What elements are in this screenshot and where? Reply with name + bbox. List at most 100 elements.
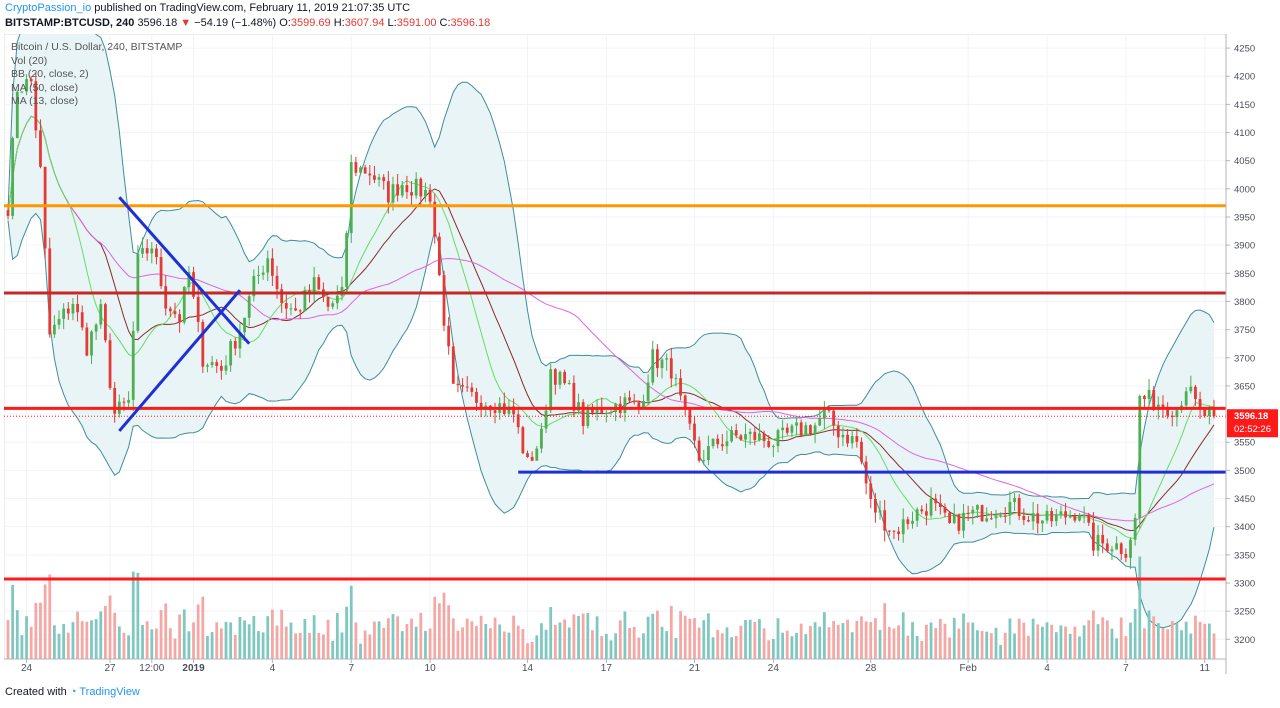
candle-body	[66, 308, 70, 314]
volume-bar	[971, 622, 975, 659]
price-axis[interactable]: 3200325033003350340034503500355036003650…	[1225, 34, 1255, 674]
price-tick-label: 4200	[1234, 72, 1255, 83]
candle-body	[581, 402, 585, 427]
author-link[interactable]: CryptoPassion_io	[5, 2, 92, 14]
volume-bar	[609, 640, 613, 659]
candle-body	[1078, 515, 1081, 521]
price-chart[interactable]: 3200325033003350340034503500355036003650…	[3, 0, 1280, 674]
volume-bar	[382, 627, 386, 659]
volume-bar	[1017, 618, 1021, 659]
candle-body	[604, 412, 608, 414]
candle-body	[131, 330, 135, 400]
horizontal-levels[interactable]	[4, 204, 1226, 581]
volume-bar	[892, 628, 896, 659]
candle-body	[655, 349, 659, 369]
volume-bar	[604, 633, 608, 659]
volume-bar	[618, 620, 622, 659]
close-label: C:	[439, 17, 451, 29]
price-tick-label: 3200	[1234, 635, 1255, 646]
volume-bar	[252, 616, 256, 659]
candle-body	[1040, 520, 1044, 524]
chart-area[interactable]: 3200325033003350340034503500355036003650…	[3, 0, 1280, 674]
candle-body	[813, 425, 817, 435]
volume-bar	[1180, 630, 1183, 659]
price-tick-label: 3450	[1234, 494, 1255, 505]
candle-body	[688, 409, 692, 424]
volume-bar	[354, 622, 358, 659]
volume-bar	[266, 616, 270, 659]
volume-bar	[1008, 618, 1012, 659]
volume-bar	[711, 637, 715, 659]
time-axis[interactable]: 24 27 12:00 2019 4 7 10 14 17 21 24 28 Feb 4 7 11	[4, 658, 1226, 674]
candle-body	[544, 410, 548, 429]
price-tick-label: 3300	[1234, 578, 1255, 589]
candle-body	[219, 366, 223, 371]
candle-body	[628, 397, 631, 401]
candle-body	[20, 91, 24, 93]
candle-body	[1212, 408, 1216, 417]
volume-bar	[136, 572, 140, 659]
volume-bar	[34, 602, 38, 659]
candle-body	[1073, 515, 1077, 521]
volume-bar	[544, 629, 548, 659]
volume-bar	[1096, 624, 1100, 659]
volume-bar	[846, 619, 849, 659]
candle-body	[841, 434, 845, 438]
legend-bollinger[interactable]: BB (20, close, 2)	[11, 68, 89, 80]
volume-bar	[1087, 620, 1091, 659]
legend-ma50[interactable]: MA (50, close)	[11, 81, 79, 94]
candle-body	[424, 189, 427, 197]
legend-volume[interactable]: Vol (20)	[11, 54, 48, 67]
candle-body	[943, 506, 947, 513]
volume-bar	[540, 623, 543, 659]
candle-body	[1045, 511, 1049, 521]
candle-body	[85, 327, 89, 356]
candle-body	[711, 438, 715, 447]
candle-body	[901, 519, 905, 535]
volume-bar	[76, 611, 79, 659]
volume-bar	[1198, 621, 1202, 659]
volume-bar	[363, 630, 367, 659]
candle-body	[182, 286, 186, 323]
symbol-label: BITSTAMP:BTCUSD, 240	[5, 17, 135, 29]
candle-body	[911, 520, 914, 524]
candle-body	[642, 401, 645, 409]
candle-body	[233, 341, 237, 349]
time-tick-label: 10	[425, 663, 437, 674]
price-tick-label: 3550	[1234, 438, 1255, 449]
tradingview-brand-link[interactable]: TradingView	[79, 686, 140, 698]
volume-bar	[461, 627, 464, 659]
price-tick-label: 3900	[1234, 241, 1255, 252]
candle-body	[632, 400, 636, 403]
volume-bar	[934, 628, 938, 659]
candle-body	[1031, 513, 1035, 522]
volume-bar	[526, 643, 529, 659]
time-tick-label: 4	[270, 663, 276, 674]
legend-ma13[interactable]: MA (13, close)	[11, 95, 79, 107]
volume-bar	[368, 634, 372, 659]
volume-bar	[331, 640, 335, 659]
volume-bar	[117, 626, 121, 659]
candle-body	[929, 498, 933, 516]
candle-body	[804, 425, 808, 436]
candle-body	[25, 79, 28, 92]
candle-body	[201, 321, 205, 367]
volume-bar	[660, 626, 664, 659]
trendlines[interactable]	[118, 196, 251, 432]
candle-body	[771, 446, 775, 448]
price-tick-label: 4100	[1234, 128, 1255, 139]
volume-bar	[308, 632, 311, 659]
volume-bar	[1078, 636, 1081, 659]
volume-bar	[131, 571, 135, 659]
volume-bar	[1143, 628, 1146, 659]
volume-bar	[581, 613, 585, 659]
candle-body	[391, 184, 395, 203]
volume-bar	[1013, 633, 1016, 659]
candle-body	[90, 331, 93, 356]
candle-body	[1198, 399, 1202, 409]
volume-bar	[66, 632, 70, 659]
candle-body	[1068, 515, 1072, 518]
volume-bar	[739, 625, 743, 659]
ohlc-line: BITSTAMP:BTCUSD, 240 3596.18 ▼ −54.19 (−…	[5, 17, 490, 29]
candle-body	[15, 91, 19, 139]
